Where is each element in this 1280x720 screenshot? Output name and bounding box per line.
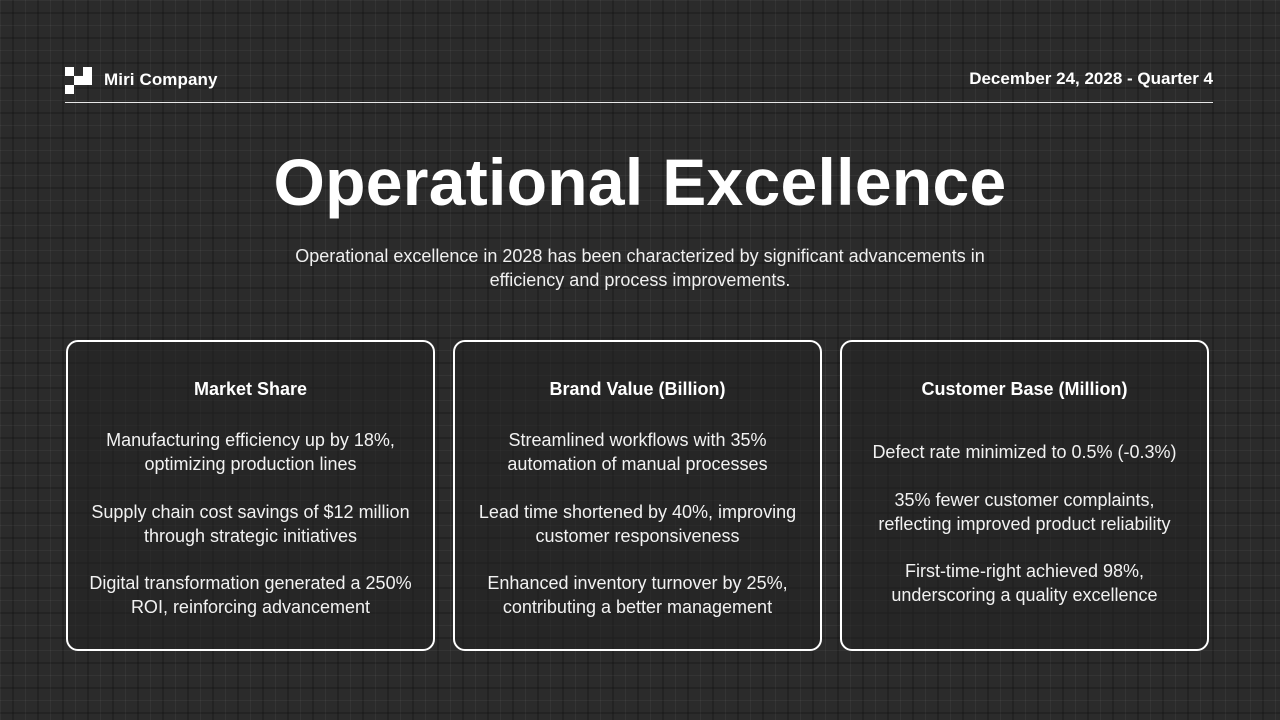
card-points: Streamlined workflows with 35% automatio…	[467, 428, 808, 619]
card-title: Market Share	[193, 379, 308, 399]
card-market-share: Market Share Manufacturing efficiency up…	[66, 340, 435, 651]
checker-logo-icon	[65, 66, 92, 94]
header-divider	[65, 102, 1213, 103]
slide-subtitle: Operational excellence in 2028 has been …	[295, 246, 985, 290]
card-point: Supply chain cost savings of $12 million…	[91, 501, 410, 546]
card-point: Defect rate minimized to 0.5% (-0.3%)	[872, 442, 1177, 462]
card-point: Lead time shortened by 40%, improving cu…	[478, 501, 797, 546]
card-title: Brand Value (Billion)	[549, 379, 726, 399]
card-points: Manufacturing efficiency up by 18%, opti…	[80, 428, 421, 619]
card-point: Enhanced inventory turnover by 25%, cont…	[487, 573, 788, 617]
card-point: Streamlined workflows with 35% automatio…	[507, 430, 768, 474]
date-label: December 24, 2028 - Quarter 4	[969, 69, 1213, 88]
card-point: 35% fewer customer complaints, reflectin…	[878, 489, 1171, 534]
slide-title: Operational Excellence	[273, 145, 1007, 219]
card-points: Defect rate minimized to 0.5% (-0.3%) 35…	[854, 440, 1195, 607]
card-brand-value: Brand Value (Billion) Streamlined workfl…	[453, 340, 822, 651]
card-point: First-time-right achieved 98%, underscor…	[891, 561, 1158, 605]
company-name: Miri Company	[104, 70, 218, 89]
card-customer-base: Customer Base (Million) Defect rate mini…	[840, 340, 1209, 651]
card-point: Manufacturing efficiency up by 18%, opti…	[106, 430, 395, 474]
header: Miri Company December 24, 2028 - Quarter…	[65, 66, 1213, 94]
card-point: Digital transformation generated a 250% …	[89, 573, 412, 617]
card-title: Customer Base (Million)	[921, 379, 1128, 399]
brand: Miri Company	[65, 66, 218, 94]
